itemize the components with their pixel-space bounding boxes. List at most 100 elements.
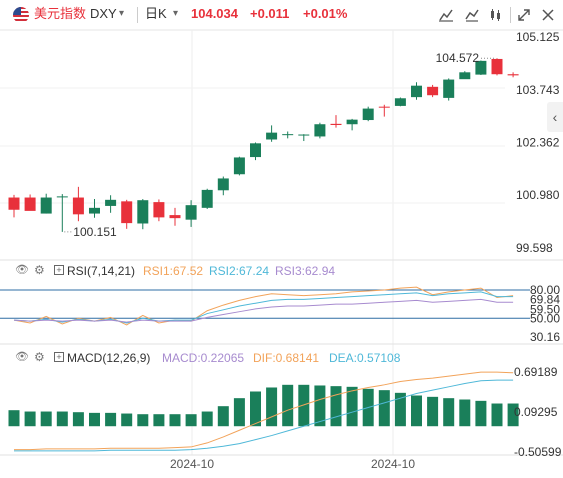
- rsi-line-rsi1: [13, 286, 514, 326]
- macd-axis-label: 0.69189: [514, 365, 558, 379]
- macd-histogram-bar: [411, 395, 422, 427]
- candle-body: [24, 197, 36, 211]
- gear-icon[interactable]: ⚙: [34, 263, 45, 277]
- expand-square-icon[interactable]: +: [54, 265, 64, 275]
- macd-histogram-bar: [233, 398, 245, 427]
- rsi2-value: RSI2:67.24: [209, 264, 270, 278]
- price-change-percent: +0.01%: [303, 6, 348, 21]
- rsi-axis-label: 50.00: [530, 311, 560, 325]
- candle-body: [56, 196, 68, 198]
- candles-group: 104.572 100.151: [8, 51, 519, 239]
- macd-histogram-bar: [443, 398, 455, 427]
- macd-histogram-bar: [427, 396, 439, 427]
- macd-histogram-bar: [8, 410, 20, 427]
- collapse-panel-button[interactable]: ‹: [547, 102, 563, 132]
- rsi-axis-label: 69.84: [530, 293, 560, 307]
- macd-axis-label: 0.09295: [514, 405, 558, 419]
- macd-histogram-bar: [40, 411, 52, 427]
- macd-histogram-bar: [89, 412, 100, 427]
- candle-body: [330, 123, 342, 125]
- candle-body: [105, 199, 117, 206]
- candle-body: [217, 178, 229, 191]
- low-annotation: 100.151: [73, 225, 117, 239]
- macd-histogram-bar: [475, 400, 487, 427]
- symbol-code[interactable]: DXY: [90, 6, 117, 21]
- candle-style-icon[interactable]: [486, 5, 506, 25]
- rsi-axis-label: 59.50: [530, 302, 560, 316]
- macd-histogram-bar: [137, 414, 149, 427]
- expand-icon[interactable]: [514, 5, 534, 25]
- macd-params: MACD(12,26,9): [67, 351, 151, 365]
- interval-selector[interactable]: 日K: [145, 6, 167, 21]
- last-price: 104.034: [191, 6, 238, 21]
- candle-body: [250, 143, 261, 158]
- macd-histogram-bar: [105, 412, 117, 427]
- macd-histogram-bar: [378, 390, 390, 427]
- rsi1-value: RSI1:67.52: [143, 264, 204, 278]
- candle-body: [40, 197, 52, 214]
- macd-histogram-bar: [24, 411, 36, 427]
- eye-icon[interactable]: 👁: [15, 264, 29, 276]
- rsi-line-rsi3: [13, 298, 514, 323]
- candle-body: [153, 202, 165, 218]
- eye-icon[interactable]: 👁: [15, 351, 29, 363]
- date-axis-label: 2024-10: [371, 457, 415, 471]
- candle-body: [443, 79, 455, 98]
- rsi-axis-label: 30.16: [530, 330, 560, 344]
- close-icon[interactable]: [538, 5, 558, 25]
- toolbar-divider: [137, 7, 138, 23]
- macd-group: [8, 371, 519, 452]
- candle-body: [266, 132, 278, 140]
- candle-body: [298, 134, 310, 136]
- price-axis-label: 105.125: [516, 30, 560, 44]
- macd-histogram-bar: [153, 414, 165, 427]
- symbol-name[interactable]: 美元指数: [34, 6, 87, 21]
- macd-histogram-bar: [394, 392, 406, 427]
- expand-square-icon[interactable]: +: [54, 352, 64, 362]
- candle-body: [411, 85, 422, 98]
- macd-histogram-bar: [491, 403, 503, 427]
- date-axis-label: 2024-10: [170, 457, 214, 471]
- macd-histogram-bar: [185, 414, 197, 427]
- chart-line-icon[interactable]: [436, 5, 456, 25]
- candle-body: [491, 58, 503, 75]
- gear-icon[interactable]: ⚙: [34, 350, 45, 364]
- macd-histogram-bar: [56, 411, 68, 427]
- macd-histogram-bar: [314, 385, 326, 427]
- price-change: +0.011: [250, 6, 290, 21]
- macd-value: MACD:0.22065: [162, 351, 245, 365]
- macd-histogram-bar: [330, 386, 342, 427]
- price-axis-label: 103.743: [516, 83, 560, 97]
- rsi-group: [0, 286, 530, 326]
- candle-body: [233, 157, 245, 175]
- macd-histogram-bar: [459, 399, 471, 427]
- candle-body: [185, 205, 197, 220]
- toolbar-divider-2: [510, 7, 511, 23]
- symbol-dropdown-icon[interactable]: ▾: [119, 8, 125, 19]
- axis-labels-group: 105.125 103.743 102.362 100.980 99.598 80.006…: [170, 30, 562, 471]
- candle-body: [362, 108, 374, 121]
- macd-histogram-bar: [250, 391, 261, 427]
- candle-body: [394, 98, 406, 106]
- candle-body: [72, 197, 84, 215]
- indicator-icon[interactable]: [462, 5, 482, 25]
- price-axis-label: 100.980: [516, 188, 560, 202]
- macd-histogram-bar: [217, 406, 229, 427]
- candle-body: [201, 189, 213, 208]
- rsi3-value: RSI3:62.94: [275, 264, 336, 278]
- macd-axis-label: -0.50599: [514, 445, 562, 459]
- macd-line-dea: [14, 379, 514, 452]
- macd-histogram-bar: [169, 414, 181, 427]
- macd-histogram-bar: [346, 386, 358, 427]
- candle-body: [427, 86, 439, 96]
- candle-body: [169, 215, 181, 219]
- candle-body: [378, 106, 390, 108]
- toolbar: 美元指数 DXY ▾ 日K ▾ 104.034 +0.011 +0.01%: [0, 0, 563, 30]
- candle-body: [121, 201, 133, 224]
- candle-body: [475, 60, 487, 75]
- candle-body: [89, 207, 100, 214]
- price-axis-label: 99.598: [516, 241, 553, 255]
- interval-dropdown-icon[interactable]: ▾: [173, 8, 179, 19]
- macd-histogram-bar: [266, 387, 278, 427]
